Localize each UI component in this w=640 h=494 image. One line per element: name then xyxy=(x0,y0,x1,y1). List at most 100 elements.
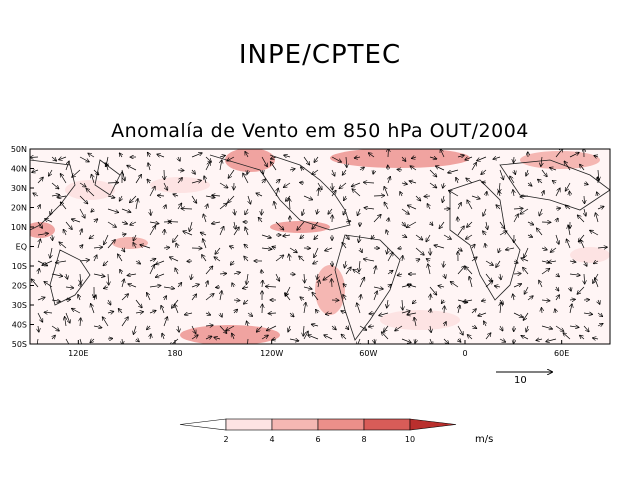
wind-vector xyxy=(37,177,43,184)
wind-vector xyxy=(486,221,488,229)
wind-vector xyxy=(352,189,361,197)
wind-vector xyxy=(496,260,501,267)
wind-vector xyxy=(415,195,420,201)
wind-vector xyxy=(108,273,109,285)
wind-vector xyxy=(314,234,319,239)
wind-vector xyxy=(467,221,473,227)
wind-vector xyxy=(220,160,222,171)
wind-vector xyxy=(318,188,319,197)
wind-vector xyxy=(598,299,600,304)
wind-vector xyxy=(387,252,393,262)
wind-vector xyxy=(122,279,124,288)
wind-vector xyxy=(227,156,235,161)
wind-vector xyxy=(133,325,136,334)
wind-vector xyxy=(353,270,361,275)
wind-vector xyxy=(595,213,598,223)
wind-vector xyxy=(51,182,59,189)
wind-vector xyxy=(245,152,248,158)
wind-vector xyxy=(272,247,276,248)
wind-vector xyxy=(499,339,505,342)
wind-vector xyxy=(482,300,487,301)
wind-vector xyxy=(597,324,603,326)
wind-vector xyxy=(553,181,556,183)
wind-vector xyxy=(72,219,81,223)
wind-vector xyxy=(119,153,122,157)
wind-vector xyxy=(149,222,159,224)
wind-vector xyxy=(593,338,599,339)
wind-vector xyxy=(149,265,154,275)
organization-title: INPE/CPTEC xyxy=(238,40,402,70)
wind-vector xyxy=(359,277,364,288)
wind-vector xyxy=(523,312,529,320)
wind-vector xyxy=(482,182,487,183)
wind-vector xyxy=(127,165,137,171)
wind-vector xyxy=(471,257,477,262)
wind-vector xyxy=(568,225,570,236)
wind-vector xyxy=(51,195,59,196)
wind-vector xyxy=(346,156,347,167)
lat-label: 50N xyxy=(11,145,27,154)
wind-vector xyxy=(79,260,89,261)
wind-vector xyxy=(243,287,249,288)
wind-vector xyxy=(513,284,521,288)
wind-vector xyxy=(514,261,518,263)
anomaly-shading xyxy=(30,149,610,344)
wind-vector xyxy=(38,205,40,210)
wind-vector xyxy=(312,324,319,326)
wind-vector xyxy=(164,205,166,210)
wind-vector xyxy=(136,199,138,210)
wind-vector xyxy=(267,325,277,331)
wind-vectors xyxy=(30,149,607,344)
wind-vector xyxy=(542,191,544,197)
wind-vector xyxy=(388,218,389,223)
wind-vector xyxy=(513,273,521,274)
wind-vector xyxy=(204,176,206,184)
wind-vector xyxy=(248,195,251,204)
wind-vector xyxy=(570,304,572,314)
wind-vector xyxy=(484,321,486,327)
wind-vector xyxy=(247,321,248,327)
wind-vector xyxy=(313,261,319,264)
wind-vector xyxy=(104,287,109,288)
wind-vector xyxy=(191,195,197,203)
wind-vector xyxy=(428,264,430,275)
wind-vector xyxy=(387,271,393,274)
wind-vector xyxy=(379,313,389,316)
colorbar-label: 6 xyxy=(315,435,320,444)
wind-vector xyxy=(191,273,192,279)
wind-vector xyxy=(513,190,514,197)
wind-vector xyxy=(352,182,361,186)
wind-vector xyxy=(261,270,262,275)
longitude-axis: 120E 180 120W 60W 0 60E xyxy=(68,340,569,358)
wind-vector xyxy=(158,195,165,196)
wind-vector xyxy=(93,169,99,175)
wind-vector xyxy=(107,311,114,313)
wind-vector xyxy=(556,295,559,301)
wind-vector xyxy=(341,311,347,313)
wind-vector xyxy=(261,234,271,238)
wind-vector xyxy=(317,182,322,190)
wind-vector xyxy=(430,222,433,225)
wind-vector xyxy=(232,333,234,340)
wind-vector xyxy=(443,260,444,267)
wind-vector xyxy=(317,273,318,279)
lat-label: 10S xyxy=(12,262,27,271)
wind-vector xyxy=(467,200,473,210)
wind-vector xyxy=(303,331,308,340)
wind-vector xyxy=(257,325,263,332)
wind-vector xyxy=(121,208,131,212)
wind-vector xyxy=(401,183,407,184)
wind-vector xyxy=(230,246,235,248)
wind-vector xyxy=(156,273,165,277)
wind-vector xyxy=(246,273,248,284)
wind-vector xyxy=(434,245,445,249)
wind-vector xyxy=(37,297,45,300)
wind-vector xyxy=(106,163,108,171)
wind-vector xyxy=(61,202,67,210)
wind-vector xyxy=(578,215,585,223)
wind-vector xyxy=(346,234,349,239)
wind-vector xyxy=(373,215,381,223)
wind-vector xyxy=(498,247,500,253)
wind-vector xyxy=(442,195,444,202)
wind-vector xyxy=(400,192,402,197)
